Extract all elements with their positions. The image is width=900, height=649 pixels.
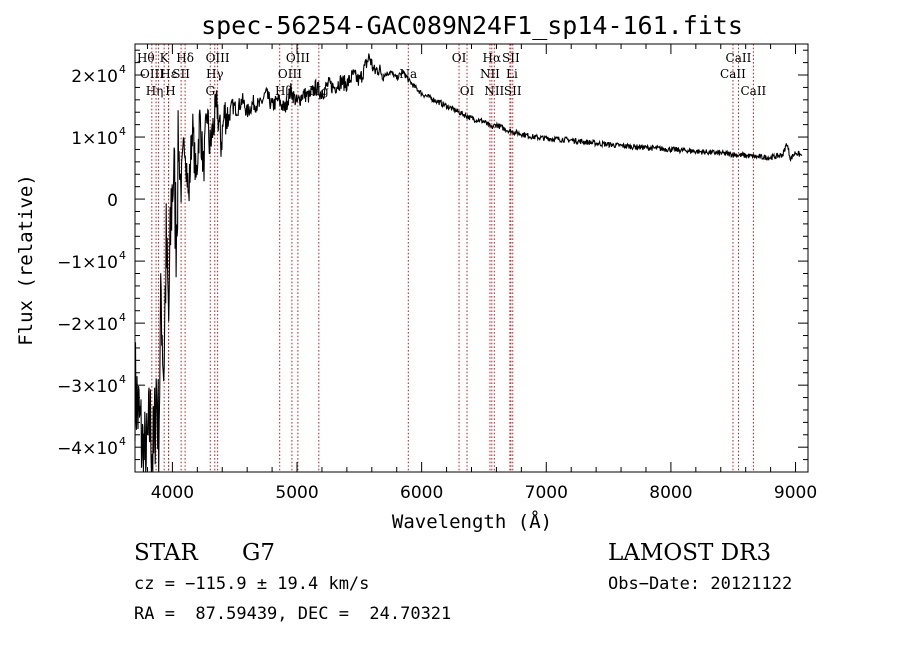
line-label-8: G bbox=[205, 84, 215, 98]
line-label-18: NII bbox=[480, 67, 500, 81]
line-label-19: Hα bbox=[483, 51, 502, 65]
x-tick-label-2: 6000 bbox=[400, 483, 443, 503]
x-tick-label-1: 5000 bbox=[275, 483, 318, 503]
line-label-20: NII bbox=[484, 84, 504, 98]
y-tick-exponent-4: 4 bbox=[119, 311, 126, 324]
y-axis: 2×10 41×10 40−1×10 4−2×10 4−3×10 4−4×10 4 bbox=[57, 49, 808, 473]
line-label-11: Hβ bbox=[275, 84, 292, 98]
object-class: STAR bbox=[134, 540, 198, 566]
y-tick-label-1: 1×10 bbox=[71, 129, 118, 149]
y-tick-exponent-0: 4 bbox=[119, 63, 126, 76]
spectral-line-markers bbox=[151, 44, 754, 472]
x-tick-label-4: 8000 bbox=[649, 483, 692, 503]
y-tick-label-4: −2×10 bbox=[57, 315, 118, 335]
line-label-24: CaII bbox=[720, 67, 746, 81]
y-tick-exponent-1: 4 bbox=[119, 125, 126, 138]
survey-name: LAMOST DR3 bbox=[608, 540, 771, 566]
line-label-2: Hη bbox=[146, 84, 164, 98]
x-axis-label: Wavelength (Å) bbox=[392, 510, 552, 533]
line-label-15: Na bbox=[399, 67, 417, 81]
x-axis: 4000 5000 6000 7000 8000 9000 bbox=[146, 44, 817, 503]
line-label-25: CaII bbox=[726, 51, 752, 65]
coordinates: RA = 87.59439, DEC = 24.70321 bbox=[134, 604, 451, 624]
line-label-10: OIII bbox=[206, 51, 230, 65]
line-label-7: Hδ bbox=[176, 51, 194, 65]
line-label-14: Mg bbox=[309, 84, 329, 98]
line-label-1: OIII bbox=[140, 67, 164, 81]
x-tick-label-3: 7000 bbox=[525, 483, 568, 503]
y-tick-label-0: 2×10 bbox=[71, 67, 118, 87]
y-tick-label-5: −3×10 bbox=[57, 377, 118, 397]
line-label-3: K bbox=[160, 51, 170, 65]
x-tick-label-0: 4000 bbox=[151, 483, 194, 503]
object-subclass: G7 bbox=[242, 540, 275, 566]
line-label-12: OIII bbox=[278, 67, 302, 81]
line-label-26: CaII bbox=[740, 84, 766, 98]
y-tick-exponent-3: 4 bbox=[119, 249, 126, 262]
line-label-16: OI bbox=[452, 51, 467, 65]
chart-title: spec-56254-GAC089N24F1_sp14-161.fits bbox=[201, 11, 743, 40]
line-label-9: Hγ bbox=[206, 67, 224, 81]
line-label-17: OI bbox=[460, 84, 475, 98]
x-tick-label-5: 9000 bbox=[774, 483, 817, 503]
y-axis-label: Flux (relative) bbox=[15, 174, 37, 346]
line-label-6: SII bbox=[172, 67, 190, 81]
y-tick-label-6: −4×10 bbox=[57, 439, 118, 459]
redshift-velocity: cz = −115.9 ± 19.4 km/s bbox=[134, 574, 369, 594]
spectrum-series bbox=[134, 53, 803, 473]
line-label-13: OIII bbox=[286, 51, 310, 65]
line-label-4: H bbox=[165, 84, 175, 98]
y-tick-label-2: 0 bbox=[107, 191, 118, 211]
observation-date: Obs−Date: 20121122 bbox=[608, 574, 792, 594]
line-label-22: SII bbox=[502, 51, 520, 65]
line-label-0: Hθ bbox=[137, 51, 155, 65]
y-tick-exponent-6: 4 bbox=[119, 435, 126, 448]
y-tick-exponent-5: 4 bbox=[119, 373, 126, 386]
spectral-line-labels: HθOIIIHηKHHεSIIHδGHγOIIIHβOIIIOIIIMgNaOI… bbox=[137, 51, 767, 98]
line-label-21: Li bbox=[506, 67, 518, 81]
y-tick-label-3: −1×10 bbox=[57, 253, 118, 273]
line-label-5: Hε bbox=[160, 67, 177, 81]
line-label-23: SII bbox=[504, 84, 522, 98]
